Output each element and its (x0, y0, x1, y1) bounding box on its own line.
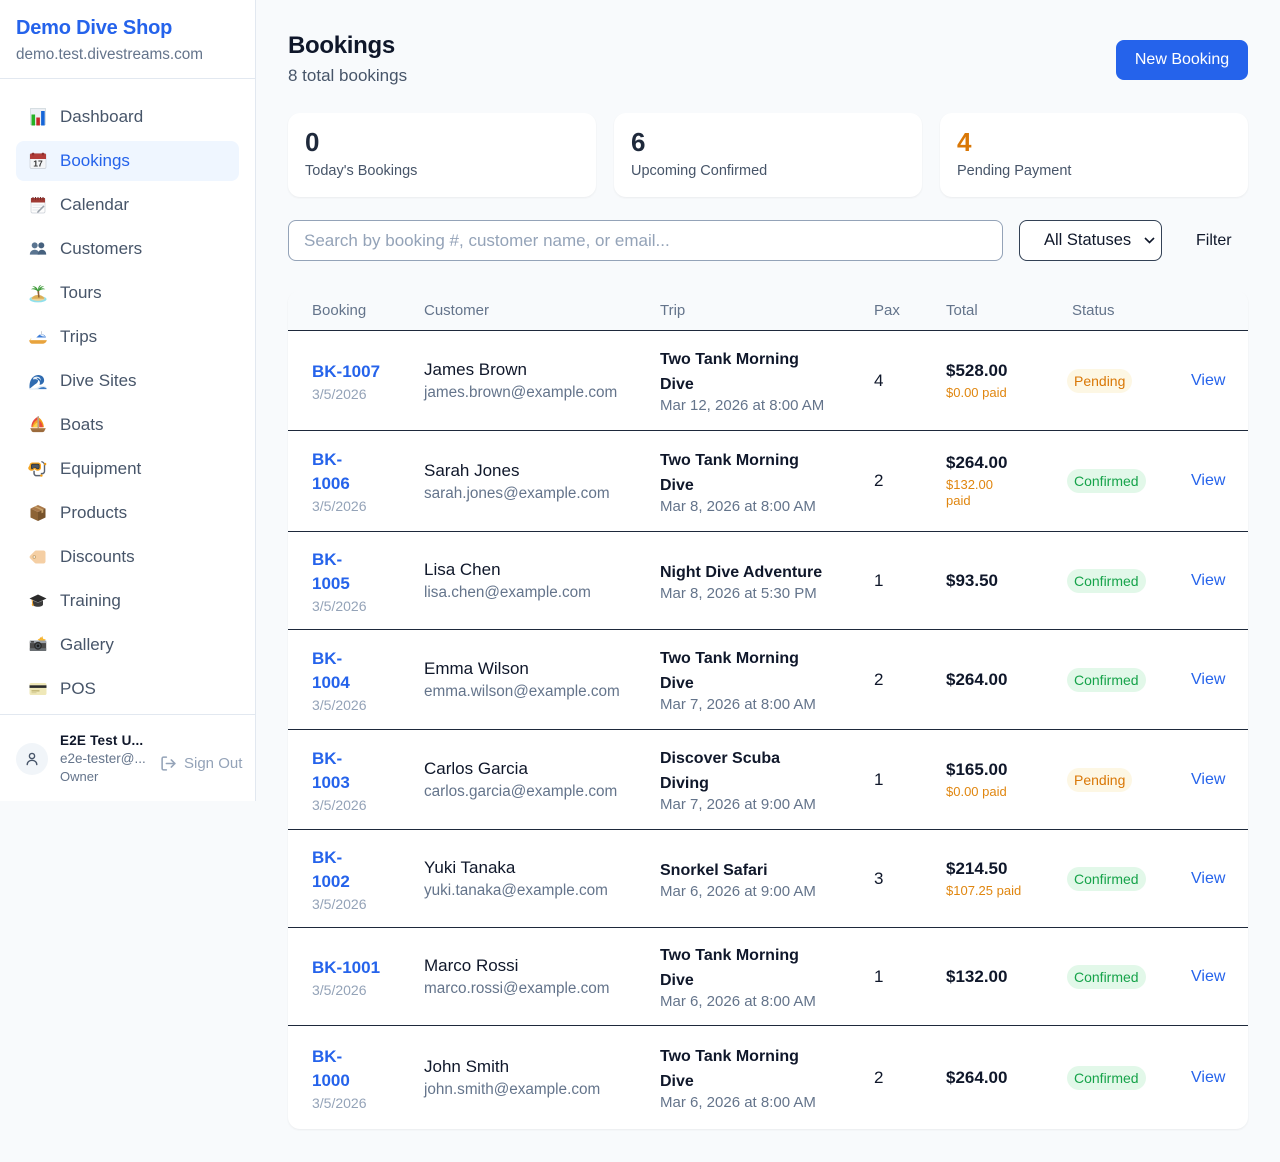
svg-text:17: 17 (33, 159, 43, 169)
